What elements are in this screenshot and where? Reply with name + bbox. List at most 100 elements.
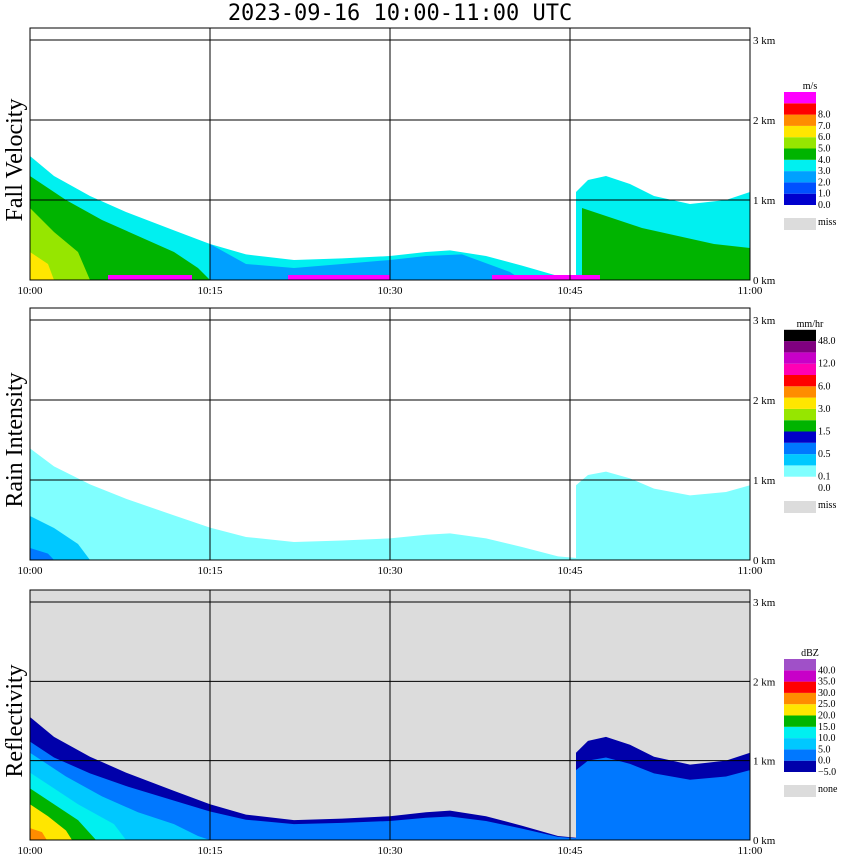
colorbar-swatch [784, 352, 816, 364]
y-tick-label: 2 km [753, 395, 776, 407]
colorbar-label: 2.0 [818, 177, 831, 188]
colorbar-label: 1.0 [818, 189, 831, 200]
echo-fill-8ms [288, 275, 390, 280]
y-tick-label: 1 km [753, 756, 776, 768]
echo-fill-3ms [30, 156, 600, 280]
colorbar-swatch [784, 92, 816, 104]
colorbar-swatch [784, 329, 816, 342]
refl-fill-0-late [576, 757, 750, 840]
colorbar-swatch [784, 148, 816, 160]
colorbar-missing-label: none [818, 784, 838, 795]
colorbar-label: 3.0 [818, 404, 831, 415]
x-tick-label: 11:00 [738, 285, 763, 297]
colorbar-swatch [784, 363, 816, 375]
x-tick-label: 10:15 [197, 285, 223, 297]
x-tick-label: 10:00 [17, 285, 43, 297]
colorbar-swatch [784, 726, 816, 739]
colorbar-swatch [784, 159, 816, 172]
rain-fill-light [30, 448, 600, 560]
x-tick-label: 10:30 [377, 285, 403, 297]
colorbar-label: 30.0 [818, 688, 836, 699]
colorbar-swatch [784, 738, 816, 750]
colorbar-swatch [784, 386, 816, 398]
x-tick-label: 10:30 [377, 565, 403, 577]
y-tick-label: 0 km [753, 835, 776, 847]
y-tick-label: 3 km [753, 315, 776, 327]
colorbar-label: 15.0 [818, 722, 836, 733]
echo-fill-8ms [492, 275, 600, 280]
x-tick-label: 10:45 [557, 565, 583, 577]
colorbar-swatch [784, 670, 816, 682]
panel-label: Reflectivity [2, 664, 28, 777]
colorbar-swatch [784, 465, 816, 477]
panel-label: Fall Velocity [2, 99, 28, 222]
colorbar-swatch [784, 375, 816, 387]
refl-fill-25 [30, 828, 47, 840]
refl-fill-20 [30, 804, 72, 840]
colorbar-swatch [784, 341, 816, 353]
echo-fill-8ms [108, 275, 192, 280]
colorbar-label: 0.0 [818, 756, 831, 767]
colorbar-swatch [784, 171, 816, 183]
refl-fill-0 [30, 741, 600, 840]
colorbar-swatch [784, 692, 816, 705]
colorbar-swatch [784, 420, 816, 432]
colorbar-label: 25.0 [818, 699, 836, 710]
colorbar-swatch [784, 103, 816, 115]
y-tick-label: 3 km [753, 597, 776, 609]
panel-rain-intensity: 0 km 1 km 2 km 3 km 10:00 10:15 10:30 10:45 11:0… [2, 307, 836, 577]
x-tick-label: 10:15 [197, 845, 223, 857]
colorbar-label: 7.0 [818, 121, 831, 132]
colorbar-label: 12.0 [818, 359, 836, 370]
colorbar-swatch [784, 704, 816, 716]
x-tick-label: 10:45 [557, 845, 583, 857]
x-tick-label: 10:15 [197, 565, 223, 577]
colorbar-label: 6.0 [818, 132, 831, 143]
y-tick-label: 2 km [753, 115, 776, 127]
panel-fall-velocity: 0 km 1 km 2 km 3 km 10:00 10:15 10:30 10:45 11:0… [2, 27, 836, 297]
y-tick-label: 1 km [753, 195, 776, 207]
echo-fill-6ms [30, 252, 54, 280]
colorbar-swatch [784, 114, 816, 126]
echo-fill-4ms-late [582, 208, 750, 280]
y-tick-label: 1 km [753, 475, 776, 487]
colorbar-missing-label: miss [818, 500, 836, 511]
x-tick-label: 10:00 [17, 845, 43, 857]
colorbar-swatch [784, 749, 816, 761]
rain-fill-light-late [576, 471, 750, 560]
echo-fill-2ms [210, 244, 522, 280]
colorbar-label: 5.0 [818, 144, 831, 155]
colorbar-label: 8.0 [818, 110, 831, 121]
colorbar-swatch [784, 681, 816, 693]
colorbar-label: 0.0 [818, 483, 831, 494]
rain-fill-heavy [30, 548, 54, 560]
x-tick-label: 10:45 [557, 285, 583, 297]
colorbar-swatch [784, 125, 816, 138]
colorbar-unit: dBZ [801, 648, 819, 659]
colorbar-swatch [784, 137, 816, 149]
x-tick-label: 10:00 [17, 565, 43, 577]
colorbar-label: 35.0 [818, 677, 836, 688]
colorbar-swatch [784, 659, 816, 671]
rain-fill-moderate [30, 516, 90, 560]
y-tick-label: 0 km [753, 275, 776, 287]
colorbar-label: 3.0 [818, 166, 831, 177]
colorbar-swatch [784, 442, 816, 455]
panel-reflectivity: 0 km 1 km 2 km 3 km 10:00 10:15 10:30 10:45 11:0… [2, 589, 838, 857]
colorbar-label: 6.0 [818, 381, 831, 392]
colorbar-swatch [784, 182, 816, 194]
colorbar-label: 40.0 [818, 665, 836, 676]
colorbar-label: 4.0 [818, 155, 831, 166]
colorbar-missing-swatch [784, 218, 816, 230]
colorbar-label: 1.5 [818, 427, 831, 438]
colorbar-unit: mm/hr [797, 319, 824, 330]
colorbar-swatch [784, 431, 816, 443]
x-tick-label: 11:00 [738, 565, 763, 577]
colorbar-label: 10.0 [818, 733, 836, 744]
colorbar-swatch [784, 760, 816, 772]
y-tick-label: 3 km [753, 35, 776, 47]
plot-frame [29, 589, 751, 841]
colorbar-missing-swatch [784, 501, 816, 513]
colorbar-unit: m/s [803, 81, 818, 92]
y-tick-label: 0 km [753, 555, 776, 567]
